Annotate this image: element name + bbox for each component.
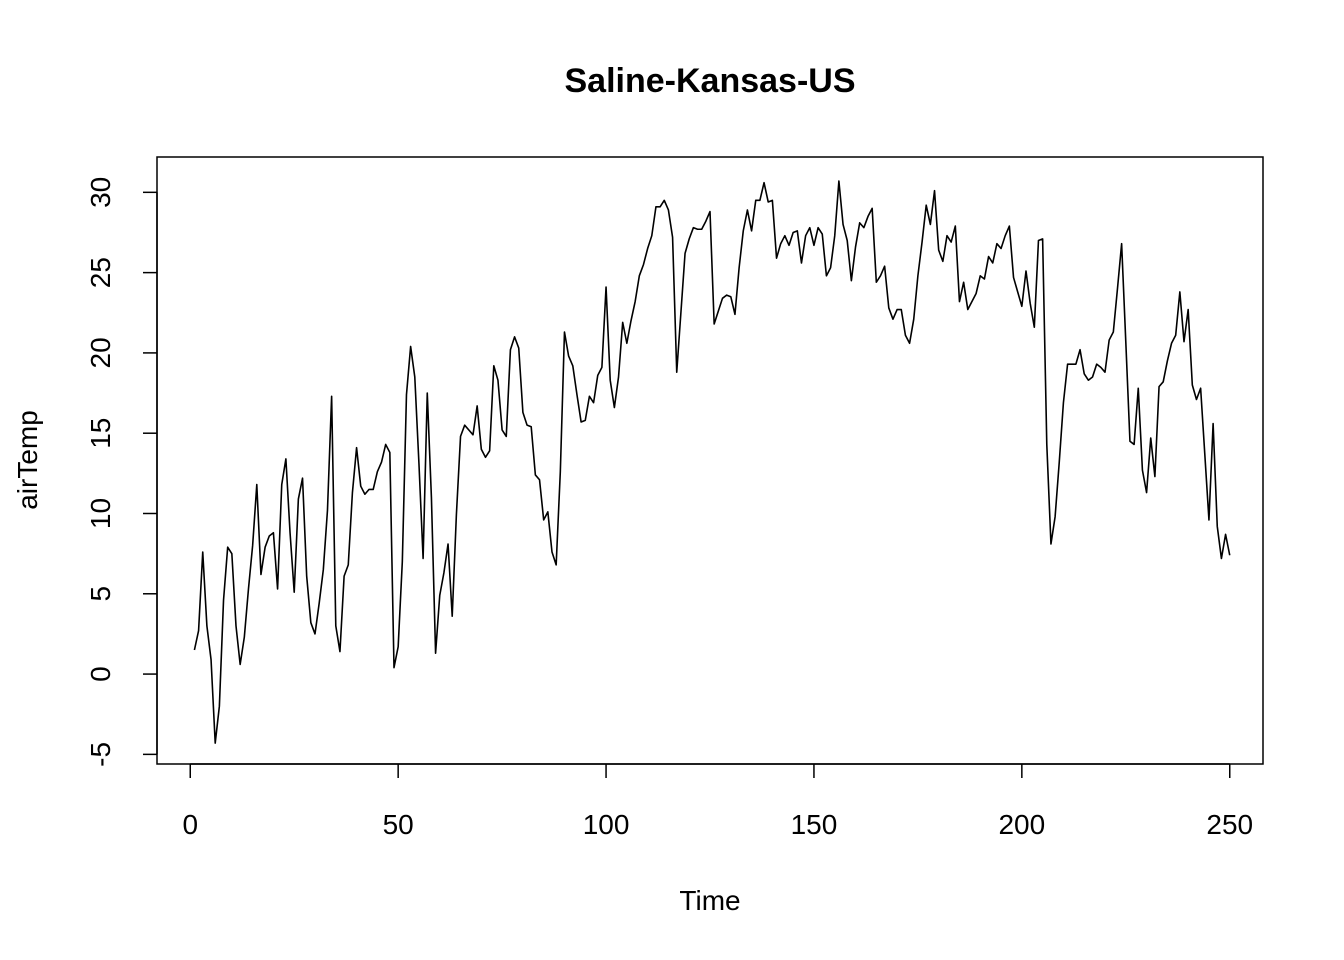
plot-frame xyxy=(156,156,1264,765)
x-tick-label: 100 xyxy=(583,809,630,840)
y-tick-label: 5 xyxy=(85,586,116,602)
x-tick-label: 250 xyxy=(1206,809,1253,840)
y-tick-label: 20 xyxy=(85,337,116,368)
y-tick-label: 30 xyxy=(85,177,116,208)
x-axis-label: Time xyxy=(679,885,740,916)
y-axis: -5 0 5 10 15 20 25 30 xyxy=(85,177,158,767)
x-tick-label: 0 xyxy=(182,809,198,840)
x-tick-label: 50 xyxy=(383,809,414,840)
x-tick-label: 150 xyxy=(791,809,838,840)
y-tick-label: 25 xyxy=(85,257,116,288)
x-tick-label: 200 xyxy=(998,809,1045,840)
y-axis-label: airTemp xyxy=(12,410,43,510)
y-tick-label: 10 xyxy=(85,498,116,529)
y-tick-label: 15 xyxy=(85,418,116,449)
y-tick-label: -5 xyxy=(85,742,116,767)
y-tick-label: 0 xyxy=(85,666,116,682)
x-axis: 0 50 100 150 200 250 xyxy=(182,763,1253,840)
series-line-airtemp xyxy=(193,180,1231,744)
chart-title: Saline-Kansas-US xyxy=(565,62,856,100)
